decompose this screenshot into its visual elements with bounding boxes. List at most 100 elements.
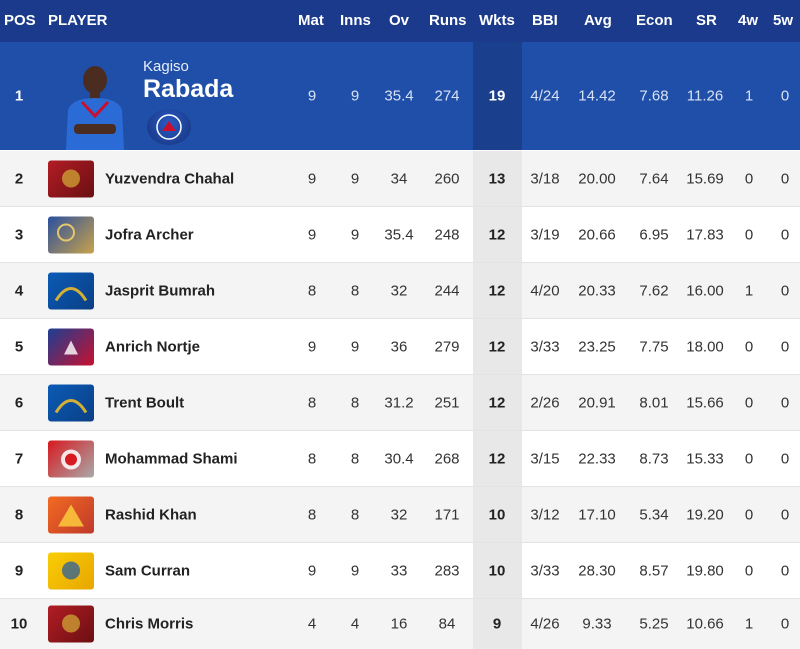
table-row[interactable]: 10 Chris Morris 4 4 16 84 9 4/26 9.33 5.… <box>0 599 800 649</box>
player-name[interactable]: Trent Boult <box>105 394 185 411</box>
econ-value: 6.95 <box>639 226 669 243</box>
player-name[interactable]: Anrich Nortje <box>105 338 201 355</box>
avg-value: 20.66 <box>578 226 616 243</box>
sr-value: 15.69 <box>686 170 724 187</box>
ov-value: 35.4 <box>384 226 414 243</box>
bbi-value: 3/33 <box>530 562 560 579</box>
table-header: POS PLAYER Mat Inns Ov Runs Wkts BBI Avg… <box>0 0 800 42</box>
inns-value: 9 <box>350 338 360 355</box>
runs-value: 248 <box>434 226 460 243</box>
srh-logo-icon <box>48 496 94 533</box>
econ-value: 5.25 <box>639 615 669 633</box>
inns-value: 9 <box>350 170 360 187</box>
player-name[interactable]: Chris Morris <box>105 615 194 633</box>
4w-value: 1 <box>744 87 754 105</box>
leader-row[interactable]: 1 Kagiso Rabada 9 9 35.4 274 19 4/24 14.… <box>0 42 800 150</box>
bbi-value: 4/24 <box>530 87 560 105</box>
mat-value: 8 <box>307 450 317 467</box>
avg-value: 22.33 <box>578 450 616 467</box>
player-name[interactable]: Yuzvendra Chahal <box>105 170 235 187</box>
sr-value: 15.33 <box>686 450 724 467</box>
position: 10 <box>10 615 28 633</box>
position: 9 <box>14 562 24 579</box>
ov-value: 31.2 <box>384 394 414 411</box>
wkts-value: 12 <box>488 338 506 355</box>
runs-value: 251 <box>434 394 460 411</box>
header-pos[interactable]: POS <box>4 12 36 29</box>
runs-value: 268 <box>434 450 460 467</box>
5w-value: 0 <box>780 562 790 579</box>
player-name[interactable]: Sam Curran <box>105 562 191 579</box>
table-row[interactable]: 2 Yuzvendra Chahal 9 9 34 260 13 3/18 20… <box>0 151 800 207</box>
rcb-logo-icon <box>48 160 94 197</box>
table-row[interactable]: 3 Jofra Archer 9 9 35.4 248 12 3/19 20.6… <box>0 207 800 263</box>
avg-value: 28.30 <box>578 562 616 579</box>
header-econ[interactable]: Econ <box>636 12 673 29</box>
ov-value: 33 <box>390 562 408 579</box>
csk-logo-icon <box>48 552 94 589</box>
mat-value: 8 <box>307 282 317 299</box>
header-5w[interactable]: 5w <box>773 12 794 29</box>
table-row[interactable]: 6 Trent Boult 8 8 31.2 251 12 2/26 20.91… <box>0 375 800 431</box>
position: 7 <box>14 450 24 467</box>
position: 1 <box>14 87 24 105</box>
table-row[interactable]: 9 Sam Curran 9 9 33 283 10 3/33 28.30 8.… <box>0 543 800 599</box>
runs-value: 283 <box>434 562 460 579</box>
bbi-value: 4/26 <box>530 615 560 633</box>
wkts-value: 19 <box>488 87 506 105</box>
player-name[interactable]: Jofra Archer <box>105 226 194 243</box>
avg-value: 14.42 <box>578 87 616 105</box>
inns-value: 8 <box>350 506 360 523</box>
wkts-column-highlight <box>473 42 522 150</box>
ov-value: 35.4 <box>384 87 414 105</box>
player-name[interactable]: Jasprit Bumrah <box>105 282 216 299</box>
wkts-column-highlight <box>473 487 522 542</box>
mi-logo-icon <box>48 384 94 421</box>
5w-value: 0 <box>780 338 790 355</box>
5w-value: 0 <box>780 394 790 411</box>
player-name[interactable]: Rashid Khan <box>105 506 197 523</box>
leader-last-name[interactable]: Rabada <box>143 75 234 103</box>
inns-value: 8 <box>350 282 360 299</box>
header-wkts[interactable]: Wkts <box>479 12 515 29</box>
4w-value: 0 <box>744 506 754 523</box>
header-inns[interactable]: Inns <box>340 12 371 29</box>
header-runs[interactable]: Runs <box>429 12 467 29</box>
position: 3 <box>14 226 24 243</box>
table-row[interactable]: 4 Jasprit Bumrah 8 8 32 244 12 4/20 20.3… <box>0 263 800 319</box>
header-player[interactable]: PLAYER <box>48 12 108 29</box>
table-row[interactable]: 5 Anrich Nortje 9 9 36 279 12 3/33 23.25… <box>0 319 800 375</box>
4w-value: 0 <box>744 170 754 187</box>
header-avg[interactable]: Avg <box>584 12 612 29</box>
mat-value: 8 <box>307 394 317 411</box>
rr-logo-icon <box>48 216 94 253</box>
mat-value: 9 <box>307 562 317 579</box>
ov-value: 36 <box>390 338 408 355</box>
4w-value: 0 <box>744 226 754 243</box>
position: 4 <box>14 282 24 299</box>
econ-value: 8.01 <box>639 394 669 411</box>
wkts-column-highlight <box>473 151 522 206</box>
econ-value: 7.64 <box>639 170 669 187</box>
sr-value: 15.66 <box>686 394 724 411</box>
header-mat[interactable]: Mat <box>298 12 324 29</box>
ov-value: 34 <box>390 170 408 187</box>
wkts-column-highlight <box>473 375 522 430</box>
ov-value: 30.4 <box>384 450 414 467</box>
header-sr[interactable]: SR <box>696 12 717 29</box>
4w-value: 0 <box>744 338 754 355</box>
wkts-value: 12 <box>488 450 506 467</box>
inns-value: 4 <box>350 615 360 633</box>
table-row[interactable]: 7 Mohammad Shami 8 8 30.4 268 12 3/15 22… <box>0 431 800 487</box>
table-row[interactable]: 8 Rashid Khan 8 8 32 171 10 3/12 17.10 5… <box>0 487 800 543</box>
econ-value: 7.75 <box>639 338 669 355</box>
header-4w[interactable]: 4w <box>738 12 759 29</box>
avg-value: 20.33 <box>578 282 616 299</box>
wkts-column-highlight <box>473 319 522 374</box>
header-ov[interactable]: Ov <box>389 12 410 29</box>
econ-value: 7.62 <box>639 282 669 299</box>
player-name[interactable]: Mohammad Shami <box>105 450 238 467</box>
header-bbi[interactable]: BBI <box>532 12 558 29</box>
avg-value: 20.91 <box>578 394 616 411</box>
